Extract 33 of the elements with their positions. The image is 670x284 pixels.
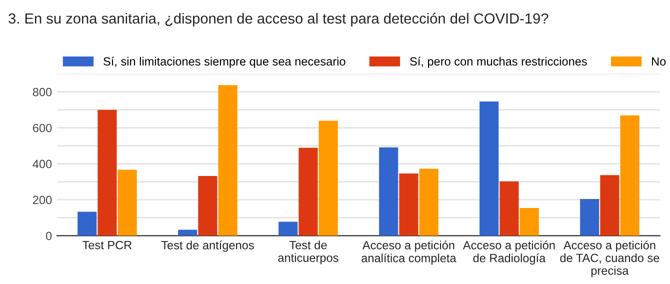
bar	[218, 85, 238, 236]
y-tick-label: 200	[32, 196, 52, 204]
bar	[98, 110, 117, 236]
bar	[419, 168, 438, 236]
y-tick-label: 0	[46, 232, 52, 240]
chart-title: 3. En su zona sanitaria, ¿disponen de acceso al test para detección del COVID-19?	[8, 12, 548, 27]
y-tick-label: 800	[32, 88, 52, 96]
bar	[118, 170, 137, 236]
bar	[500, 181, 519, 236]
bar	[580, 199, 600, 236]
legend-label: Sí, pero con muchas restricciones	[410, 56, 587, 68]
bar	[318, 120, 338, 236]
bar	[520, 208, 539, 236]
bar	[600, 175, 620, 236]
x-tick-label: Test de anticuerpos	[278, 240, 338, 264]
x-tick-label: Acceso a petición de Radiología	[462, 240, 555, 265]
bar	[198, 176, 218, 236]
bar	[480, 102, 499, 236]
bar	[399, 173, 418, 236]
legend-label: Sí, sin limitaciones siempre que sea necesario	[104, 56, 346, 68]
y-tick-label: 600	[32, 124, 52, 132]
legend-label: No	[652, 57, 666, 66]
x-tick-label: Acceso a petición analítica completa	[362, 240, 456, 265]
bar	[298, 148, 318, 236]
bar	[178, 230, 198, 236]
x-tick-label: Acceso a petición de TAC, cuando se precisa	[560, 240, 660, 278]
bar	[379, 147, 398, 236]
bar	[78, 212, 97, 236]
x-tick-label: Test de antígenos	[161, 240, 254, 252]
bar	[620, 115, 640, 236]
x-tick-label: Test PCR	[82, 240, 132, 250]
bar	[278, 222, 298, 236]
y-tick-label: 400	[32, 160, 52, 168]
